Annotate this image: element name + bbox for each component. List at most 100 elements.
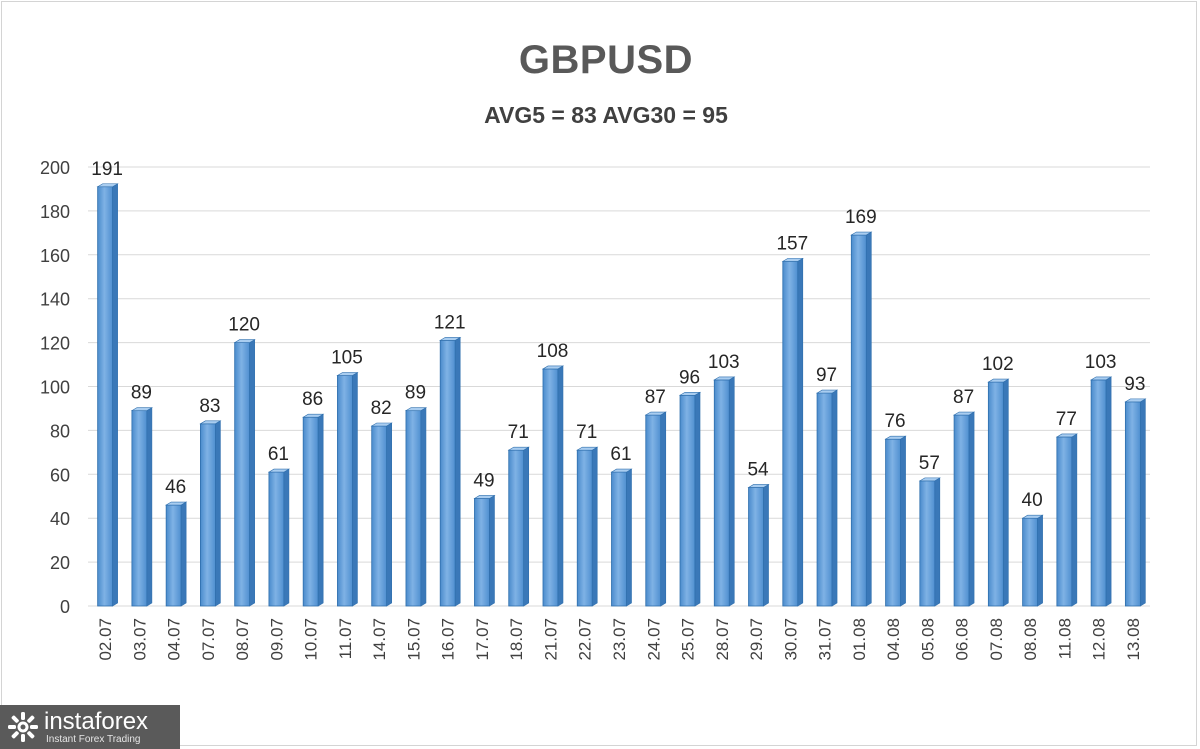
- x-tick-label: 08.08: [1021, 618, 1040, 661]
- x-tick-label: 12.08: [1090, 618, 1109, 661]
- x-tick-label: 09.07: [267, 618, 286, 661]
- data-label: 83: [199, 396, 220, 417]
- x-tick-label: 16.07: [439, 618, 458, 661]
- x-tick-label: 15.07: [404, 618, 423, 661]
- x-axis-tick-labels: 02.07 03.07 04.07 07.07 08.07 09.07 10.07 11.07…: [96, 618, 1143, 661]
- data-label: 86: [302, 389, 323, 410]
- x-tick-label: 03.07: [130, 618, 149, 661]
- bar: [541, 365, 565, 607]
- y-tick-label: 200: [40, 158, 70, 178]
- data-label: 61: [610, 444, 631, 465]
- bar: [1021, 514, 1044, 607]
- bar: [370, 422, 393, 607]
- bar: [1055, 433, 1078, 607]
- bar: [576, 446, 599, 607]
- data-label: 76: [884, 411, 905, 432]
- data-label: 82: [371, 398, 392, 419]
- y-tick-label: 160: [40, 246, 70, 266]
- y-tick-label: 180: [40, 202, 70, 222]
- data-label: 96: [679, 367, 700, 388]
- bar: [781, 257, 804, 607]
- x-tick-label: 23.07: [610, 618, 629, 661]
- data-label: 157: [776, 233, 808, 254]
- x-tick-label: 30.07: [781, 618, 800, 661]
- bar: [952, 411, 976, 607]
- bar: [404, 407, 428, 607]
- bar: [267, 468, 291, 607]
- data-label: 103: [1085, 352, 1117, 373]
- bar: [1124, 398, 1147, 607]
- x-tick-label: 02.07: [96, 618, 115, 661]
- bar: [918, 477, 941, 607]
- watermark-tagline: Instant Forex Trading: [46, 734, 141, 745]
- y-tick-label: 80: [50, 421, 70, 441]
- bar: [473, 494, 496, 607]
- x-tick-label: 31.07: [816, 618, 835, 661]
- data-label: 105: [331, 348, 363, 369]
- data-label: 57: [919, 453, 940, 474]
- x-tick-label: 25.07: [679, 618, 698, 661]
- chart-subtitle: AVG5 = 83 AVG30 = 95: [484, 102, 728, 128]
- bar: [233, 339, 256, 607]
- bar: [302, 413, 325, 607]
- x-tick-label: 07.07: [199, 618, 218, 661]
- bar: [644, 411, 667, 607]
- data-label: 97: [816, 365, 837, 386]
- data-label: 191: [91, 159, 123, 180]
- x-tick-label: 04.07: [165, 618, 184, 661]
- x-tick-label: 05.08: [918, 618, 937, 661]
- data-label: 89: [405, 383, 426, 404]
- watermark-name: instaforex: [44, 708, 149, 735]
- y-tick-label: 20: [50, 553, 70, 573]
- bar: [199, 420, 222, 607]
- data-label: 40: [1022, 490, 1043, 511]
- y-tick-label: 100: [40, 378, 70, 398]
- x-tick-label: 24.07: [644, 618, 663, 661]
- instaforex-logo-icon: [8, 712, 38, 742]
- data-label: 102: [982, 354, 1014, 375]
- data-label: 77: [1056, 409, 1077, 430]
- y-tick-label: 60: [50, 465, 70, 485]
- data-label: 93: [1124, 374, 1145, 395]
- x-tick-label: 01.08: [850, 618, 869, 661]
- x-tick-label: 14.07: [370, 618, 389, 661]
- x-tick-label: 04.08: [884, 618, 903, 661]
- bar: [815, 389, 839, 607]
- data-label: 108: [537, 341, 569, 362]
- y-axis-tick-labels: 0 20 40 60 80 100 120 140 160 180 200: [40, 158, 70, 617]
- x-tick-label: 29.07: [747, 618, 766, 661]
- x-tick-label: 10.07: [302, 618, 321, 661]
- bars: [96, 183, 1147, 607]
- data-label: 87: [645, 387, 666, 408]
- bar: [439, 336, 462, 607]
- bar: [336, 371, 359, 607]
- bar: [165, 501, 188, 607]
- data-label: 54: [747, 459, 769, 480]
- data-labels: 191 89 46 83 120 61 86 105 82 89 121 49 71 108 71 61 87 9…: [91, 159, 1145, 511]
- data-label: 103: [708, 352, 740, 373]
- bar: [96, 183, 119, 607]
- x-tick-label: 06.08: [953, 618, 972, 661]
- bar: [884, 435, 907, 607]
- data-label: 49: [473, 470, 494, 491]
- bar: [130, 407, 153, 607]
- y-tick-label: 40: [50, 509, 70, 529]
- x-tick-label: 28.07: [713, 618, 732, 661]
- data-label: 120: [228, 315, 260, 336]
- bar: [713, 376, 736, 607]
- x-tick-label: 11.07: [336, 618, 355, 659]
- bar: [747, 483, 770, 607]
- x-tick-label: 08.07: [233, 618, 252, 661]
- y-tick-label: 120: [40, 334, 70, 354]
- x-tick-label: 13.08: [1124, 618, 1143, 661]
- bar: [1090, 376, 1113, 607]
- data-label: 89: [131, 383, 152, 404]
- data-label: 71: [576, 422, 597, 443]
- data-label: 121: [434, 312, 466, 333]
- data-label: 87: [953, 387, 974, 408]
- bar: [507, 446, 530, 607]
- x-tick-label: 18.07: [507, 618, 526, 661]
- y-tick-label: 140: [40, 290, 70, 310]
